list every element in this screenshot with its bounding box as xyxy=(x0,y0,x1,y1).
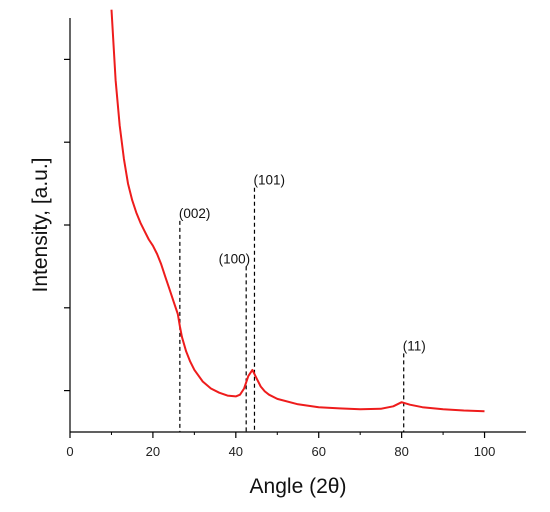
peak-label: (100) xyxy=(219,251,251,266)
peak-annotations: (002) (100) (101) (11) xyxy=(179,173,426,432)
series-layer xyxy=(110,9,485,413)
y-axis-title: Intensity, [a.u.] xyxy=(29,157,52,292)
xrd-pattern-line xyxy=(110,9,485,413)
x-tick-label: 80 xyxy=(394,444,408,459)
x-tick-label: 0 xyxy=(66,444,73,459)
x-tick-label: 60 xyxy=(311,444,325,459)
peak-label: (101) xyxy=(253,173,285,188)
x-axis-ticks: 0 20 40 60 80 100 xyxy=(66,432,495,459)
peak-label: (002) xyxy=(179,206,211,221)
peak-label: (11) xyxy=(403,338,426,353)
x-axis-title: Angle (2θ) xyxy=(250,475,347,498)
x-tick-label: 20 xyxy=(146,444,160,459)
x-tick-label: 40 xyxy=(229,444,243,459)
plot-frame xyxy=(69,18,526,433)
x-tick-label: 100 xyxy=(474,444,496,459)
y-axis-ticks xyxy=(64,58,70,392)
